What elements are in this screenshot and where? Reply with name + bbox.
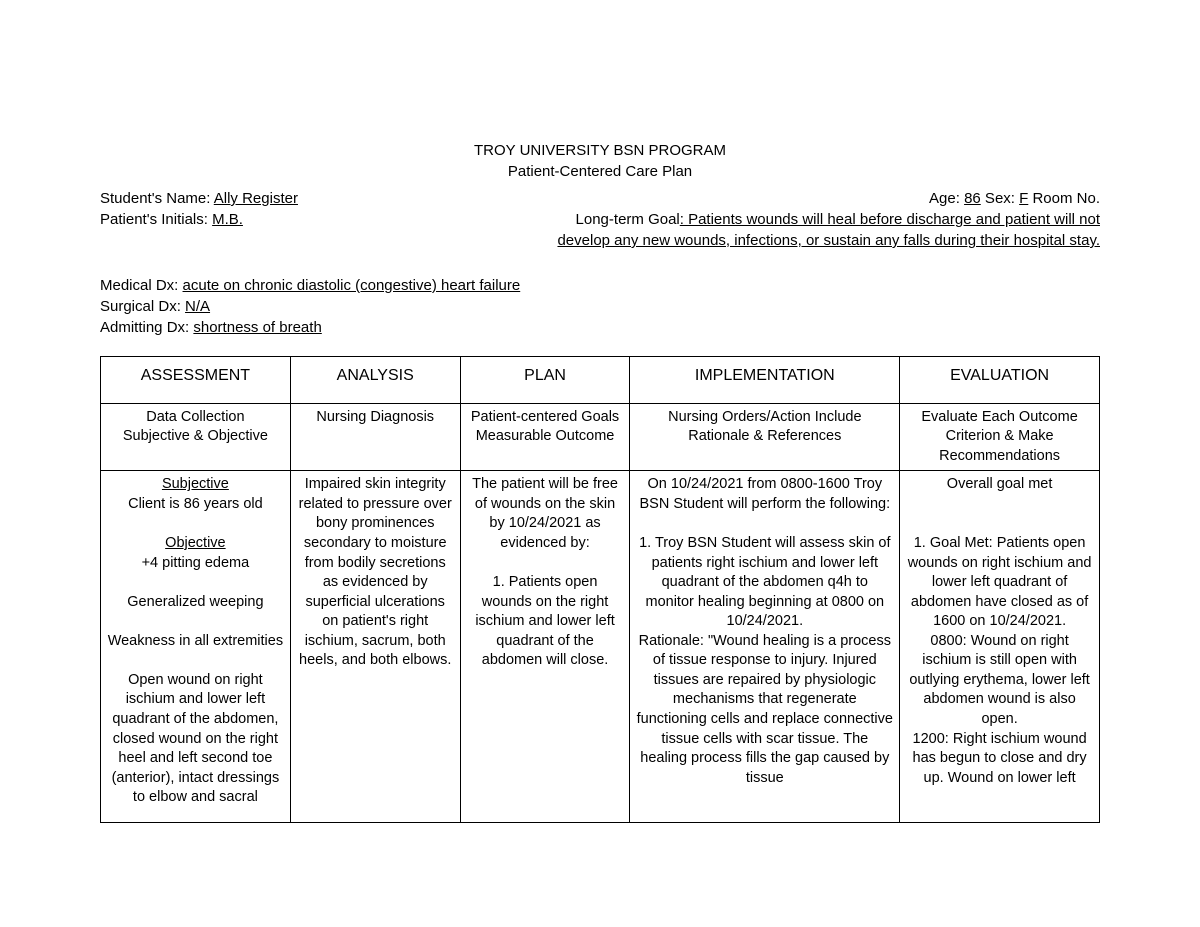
th-evaluation: EVALUATION [900,357,1100,404]
medical-dx-value: acute on chronic diastolic (congestive) … [183,277,521,294]
cell-evaluation: Overall goal met 1. Goal Met: Patients o… [900,471,1100,823]
assessment-objective-h: Objective [107,534,284,554]
sub-analysis: Nursing Diagnosis [290,403,460,471]
cell-analysis: Impaired skin integrity related to press… [290,471,460,823]
admitting-dx-value: shortness of breath [193,319,321,336]
analysis-text: Impaired skin integrity related to press… [297,475,454,671]
eval-2: 0800: Wound on right ischium is still op… [906,632,1093,730]
eval-1: 1. Goal Met: Patients open wounds on rig… [906,534,1093,632]
medical-dx-label: Medical Dx: [100,277,183,294]
subheader-row: Data Collection Subjective & Objective N… [101,403,1100,471]
program-title: TROY UNIVERSITY BSN PROGRAM [100,140,1100,161]
info-row-1: Student's Name: Ally Register Age: 86 Se… [100,188,1100,209]
body-row: Subjective Client is 86 years old Object… [101,471,1100,823]
sub-implementation: Nursing Orders/Action Include Rationale … [630,403,900,471]
goal-label: Long-term Goal [576,211,680,228]
admitting-dx-label: Admitting Dx: [100,319,193,336]
impl-rationale: Rationale: "Wound healing is a process o… [636,632,893,789]
sub-evaluation: Evaluate Each Outcome Criterion & Make R… [900,403,1100,471]
assessment-obj-3: Weakness in all extremities [107,632,284,652]
assessment-obj-1: +4 pitting edema [107,554,284,574]
th-implementation: IMPLEMENTATION [630,357,900,404]
cell-implementation: On 10/24/2021 from 0800-1600 Troy BSN St… [630,471,900,823]
patient-initials-line: Patient's Initials: M.B. [100,209,243,230]
info-row-2: Patient's Initials: M.B. Long-term Goal:… [100,209,1100,251]
plan-intro: The patient will be free of wounds on th… [467,475,624,553]
eval-overall: Overall goal met [906,475,1093,495]
assessment-obj-2: Generalized weeping [107,593,284,613]
age-label: Age: [929,190,964,207]
impl-1: 1. Troy BSN Student will assess skin of … [636,534,893,632]
title-block: TROY UNIVERSITY BSN PROGRAM Patient-Cent… [100,140,1100,182]
cell-assessment: Subjective Client is 86 years old Object… [101,471,291,823]
room-label: Room No. [1028,190,1100,207]
cell-plan: The patient will be free of wounds on th… [460,471,630,823]
document-subtitle: Patient-Centered Care Plan [100,161,1100,182]
surgical-dx-line: Surgical Dx: N/A [100,296,1100,317]
sex-label: Sex: [981,190,1019,207]
surgical-dx-value: N/A [185,298,210,315]
long-term-goal-line: Long-term Goal: Patients wounds will hea… [540,209,1100,251]
th-analysis: ANALYSIS [290,357,460,404]
impl-intro: On 10/24/2021 from 0800-1600 Troy BSN St… [636,475,893,514]
age-value: 86 [964,190,981,207]
plan-1: 1. Patients open wounds on the right isc… [467,573,624,671]
medical-dx-line: Medical Dx: acute on chronic diastolic (… [100,275,1100,296]
assessment-obj-4: Open wound on right ischium and lower le… [107,671,284,808]
student-name-label: Student's Name: [100,190,214,207]
surgical-dx-label: Surgical Dx: [100,298,185,315]
sex-value: F [1019,190,1028,207]
careplan-table: ASSESSMENT ANALYSIS PLAN IMPLEMENTATION … [100,356,1100,823]
eval-3: 1200: Right ischium wound has begun to c… [906,730,1093,789]
diagnosis-block: Medical Dx: acute on chronic diastolic (… [100,275,1100,338]
th-assessment: ASSESSMENT [101,357,291,404]
document-page: TROY UNIVERSITY BSN PROGRAM Patient-Cent… [0,0,1200,823]
patient-meta-line: Age: 86 Sex: F Room No. [929,188,1100,209]
sub-assessment: Data Collection Subjective & Objective [101,403,291,471]
sub-plan: Patient-centered Goals Measurable Outcom… [460,403,630,471]
initials-label: Patient's Initials: [100,211,212,228]
student-name-line: Student's Name: Ally Register [100,188,298,209]
student-name-value: Ally Register [214,190,298,207]
th-plan: PLAN [460,357,630,404]
initials-value: M.B. [212,211,243,228]
header-row: ASSESSMENT ANALYSIS PLAN IMPLEMENTATION … [101,357,1100,404]
assessment-subjective-h: Subjective [107,475,284,495]
assessment-subj-1: Client is 86 years old [107,495,284,515]
admitting-dx-line: Admitting Dx: shortness of breath [100,317,1100,338]
